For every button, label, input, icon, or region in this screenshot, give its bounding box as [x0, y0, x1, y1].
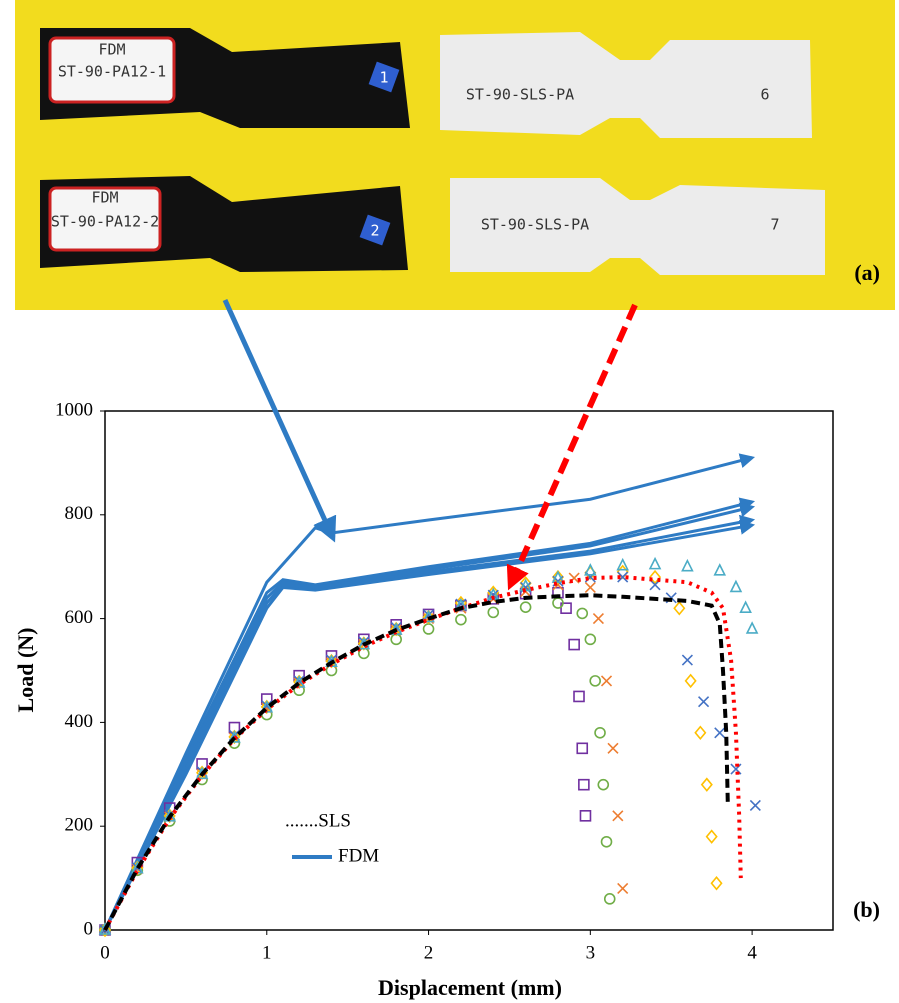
data-point [602, 837, 612, 847]
data-point [650, 559, 660, 569]
x-tick-label: 4 [747, 942, 757, 963]
data-point [521, 602, 531, 612]
series-line [105, 595, 728, 930]
data-point [682, 655, 692, 665]
data-point [674, 602, 684, 614]
data-point [712, 877, 722, 889]
photo-label: ST-90-PA12-1 [58, 63, 166, 81]
data-point [488, 607, 498, 617]
x-axis-title: Displacement (mm) [378, 975, 562, 1000]
y-tick-label: 600 [65, 607, 94, 628]
photo-label: 1 [379, 69, 388, 87]
x-tick-label: 0 [100, 942, 110, 963]
pointer-arrow [225, 300, 333, 538]
data-point [682, 561, 692, 571]
data-point [595, 728, 605, 738]
data-point [585, 634, 595, 644]
legend-label: FDM [338, 845, 379, 866]
data-point [747, 623, 757, 633]
y-tick-label: 800 [65, 503, 94, 524]
data-point [569, 640, 579, 650]
data-point [731, 581, 741, 591]
data-point [741, 602, 751, 612]
data-point [602, 676, 612, 686]
figure: FDM ST-90-PA12-1 1 ST-90-SLS-PA 6 FDM ST… [0, 0, 899, 1003]
data-point [574, 691, 584, 701]
photo-label: ST-90-SLS-PA [481, 216, 589, 234]
data-point [598, 780, 608, 790]
y-axis-title: Load (N) [13, 628, 38, 713]
y-tick-label: 0 [84, 918, 94, 939]
photo-label: 2 [370, 222, 379, 240]
pointer-arrow [510, 305, 635, 586]
data-point [593, 614, 603, 624]
data-point [699, 697, 709, 707]
data-point [686, 675, 696, 687]
legend-label: .......SLS [285, 810, 351, 831]
photo: FDM ST-90-PA12-1 1 ST-90-SLS-PA 6 FDM ST… [15, 0, 895, 310]
data-point [707, 831, 717, 843]
data-point [585, 565, 595, 575]
data-point [715, 728, 725, 738]
data-point [577, 608, 587, 618]
page: FDM ST-90-PA12-1 1 ST-90-SLS-PA 6 FDM ST… [0, 0, 899, 1003]
plot: 0 200 400 600 800 1000 0 1 2 3 4 [55, 399, 760, 963]
panel-label: (a) [854, 260, 880, 285]
data-point [750, 800, 760, 810]
data-point [695, 727, 705, 739]
data-point [456, 615, 466, 625]
y-tick-label: 200 [65, 815, 94, 836]
series-line [105, 458, 752, 930]
x-tick-label: 2 [424, 942, 434, 963]
photo-label: 6 [760, 86, 769, 104]
x-tick-label: 1 [262, 942, 272, 963]
y-tick-label: 1000 [55, 399, 93, 420]
photo-label: FDM [91, 189, 118, 207]
data-point [613, 811, 623, 821]
data-point [585, 582, 595, 592]
photo-label: ST-90-SLS-PA [466, 86, 574, 104]
data-point [715, 565, 725, 575]
data-point [590, 676, 600, 686]
data-point [577, 743, 587, 753]
photo-label: ST-90-PA12-2 [51, 213, 159, 231]
data-point [618, 883, 628, 893]
panel-label: (b) [853, 897, 880, 922]
data-point [605, 894, 615, 904]
photo-label: 7 [770, 216, 779, 234]
y-tick-label: 400 [65, 711, 94, 732]
data-point [424, 624, 434, 634]
data-point [580, 811, 590, 821]
data-point [608, 743, 618, 753]
photo-label: FDM [98, 41, 125, 59]
data-point [702, 779, 712, 791]
x-tick-label: 3 [586, 942, 596, 963]
data-point [579, 780, 589, 790]
